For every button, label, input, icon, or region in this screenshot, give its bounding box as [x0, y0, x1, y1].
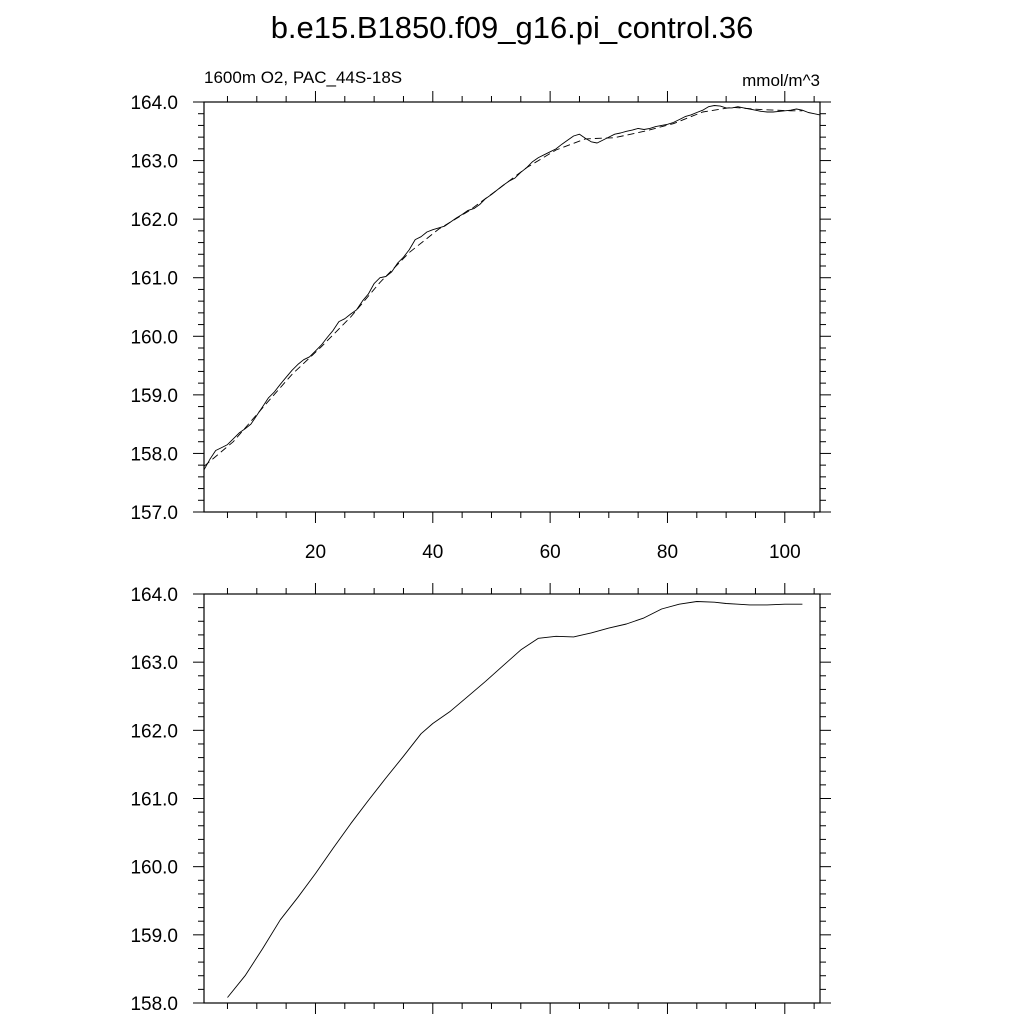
region-label: 1600m O2, PAC_44S-18S — [204, 68, 402, 87]
y-tick-label: 164.0 — [130, 585, 178, 606]
y-tick-label: 159.0 — [130, 386, 178, 407]
x-tick-label: 100 — [769, 542, 801, 563]
y-tick-label: 159.0 — [130, 926, 178, 947]
bottom-panel: 158.0 159.0 160.0 161.0 162.0 163.0 164.0 — [130, 583, 831, 1015]
units-label: mmol/m^3 — [742, 71, 820, 90]
series-line-dashed — [203, 106, 803, 467]
x-tick-label: 40 — [422, 542, 443, 563]
figure-title: b.e15.B1850.f09_g16.pi_control.36 — [271, 10, 754, 45]
y-tick-label: 164.0 — [130, 93, 178, 114]
y-tick-label: 163.0 — [130, 653, 178, 674]
top-panel: 20 40 60 80 100 157.0 158.0 159.0 160.0 161.0 162.… — [130, 91, 831, 563]
y-tick-label: 157.0 — [130, 503, 178, 524]
y-tick-label: 160.0 — [130, 858, 178, 879]
x-tick-label: 20 — [305, 542, 326, 563]
x-tick-label: 80 — [657, 542, 678, 563]
series-line-solid — [203, 105, 821, 471]
y-tick-label: 162.0 — [130, 210, 178, 231]
series-line-solid — [227, 601, 803, 998]
y-tick-label: 161.0 — [130, 269, 178, 290]
x-tick-label: 60 — [540, 542, 561, 563]
y-tick-label: 161.0 — [130, 790, 178, 811]
y-tick-label: 162.0 — [130, 721, 178, 742]
y-tick-label: 163.0 — [130, 152, 178, 173]
y-tick-label: 158.0 — [130, 994, 178, 1015]
plot-frame — [203, 101, 821, 513]
plot-frame — [203, 593, 821, 1004]
y-tick-label: 160.0 — [130, 327, 178, 348]
y-tick-label: 158.0 — [130, 444, 178, 465]
